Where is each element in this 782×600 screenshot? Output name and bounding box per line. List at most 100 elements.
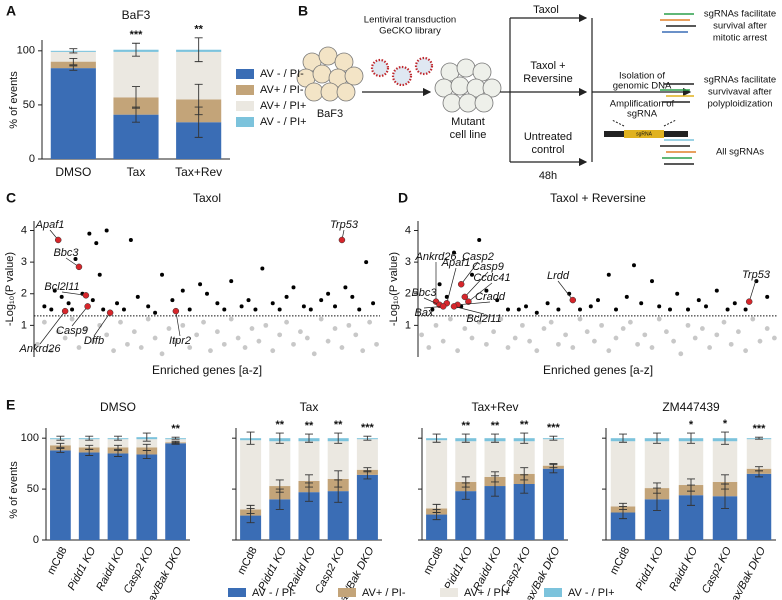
- data-point: [469, 335, 475, 341]
- error-bar: [56, 435, 65, 441]
- bar-segment: [426, 514, 448, 540]
- data-point: [484, 341, 489, 347]
- bar-segment: [136, 454, 158, 540]
- diagram-label: BaF3: [317, 108, 343, 120]
- error-bar: [755, 466, 763, 472]
- panel-label: D: [398, 190, 408, 206]
- data-point: [476, 319, 482, 325]
- data-point: [311, 351, 317, 357]
- data-point: [714, 288, 719, 293]
- significance-label: **: [171, 423, 180, 435]
- data-point: [578, 307, 582, 312]
- x-tick-label: Pidd1 KO: [634, 545, 667, 593]
- bar-segment: [50, 68, 96, 159]
- error-bar: [461, 476, 470, 488]
- x-tick-label: Pidd1 KO: [66, 545, 99, 593]
- highlight-point: [569, 296, 577, 304]
- data-point: [649, 345, 655, 350]
- significance-label: *: [689, 419, 694, 431]
- panel-label: E: [6, 397, 15, 413]
- significance-label: **: [276, 419, 285, 431]
- data-point: [194, 332, 200, 338]
- data-point: [55, 329, 61, 335]
- subplot-title: Tax: [300, 400, 319, 414]
- data-point: [577, 316, 583, 322]
- data-point: [333, 304, 338, 309]
- gene-label: Dffb: [84, 335, 104, 347]
- chart-title: Taxol: [193, 191, 221, 205]
- gene-label: Ankrd26: [19, 343, 62, 355]
- diagram-label: genomic DNA: [613, 81, 672, 92]
- error-bar: [56, 447, 65, 453]
- data-point: [548, 319, 554, 325]
- error-bar: [56, 442, 65, 448]
- legend-swatch: [228, 588, 246, 597]
- bar-segment: [78, 452, 100, 540]
- data-point: [170, 298, 175, 303]
- highlight-point: [172, 307, 180, 315]
- data-point: [556, 341, 561, 347]
- data-point: [707, 345, 712, 350]
- bar-segment: [513, 484, 535, 540]
- baf3-cells: [296, 46, 364, 102]
- panel-label: A: [6, 3, 16, 19]
- data-point: [128, 237, 133, 242]
- diagram-label: Taxol: [533, 4, 559, 16]
- data-point: [145, 316, 151, 322]
- data-point: [477, 237, 482, 242]
- data-point: [101, 307, 106, 312]
- bar-segment: [50, 439, 71, 446]
- data-point: [596, 298, 600, 303]
- label-leader: [460, 261, 479, 285]
- data-point: [650, 279, 654, 284]
- data-point: [632, 263, 636, 268]
- error-bar: [114, 444, 122, 450]
- y-tick-label: 3: [21, 256, 27, 268]
- data-point: [277, 307, 282, 312]
- data-point: [115, 301, 120, 306]
- diagram-label: Mutant: [451, 116, 485, 128]
- treatment-lines: [500, 13, 692, 167]
- outcome-label: polyploidization: [708, 99, 773, 110]
- data-point: [592, 338, 597, 344]
- data-point: [444, 294, 449, 299]
- data-point: [367, 319, 373, 325]
- bar-segment: [50, 450, 71, 540]
- data-point: [42, 304, 47, 309]
- x-tick-label: Raidd KO: [94, 545, 127, 593]
- diagram-label: sgRNA: [636, 131, 653, 137]
- data-point: [228, 316, 234, 322]
- error-bar: [171, 440, 180, 444]
- gene-label: Bax: [415, 307, 434, 319]
- significance-label: ***: [547, 422, 561, 434]
- error-bar: [114, 435, 122, 441]
- data-point: [686, 307, 690, 312]
- significance-label: **: [462, 420, 471, 432]
- error-bar: [687, 478, 695, 492]
- bar-segment: [269, 441, 291, 487]
- error-bar: [721, 431, 729, 445]
- data-point: [83, 326, 89, 331]
- y-tick-label: 4: [21, 224, 27, 236]
- highlight-point: [106, 309, 114, 316]
- data-point: [180, 288, 185, 293]
- gene-label: Lrdd: [547, 270, 570, 282]
- panel-label: B: [298, 3, 308, 19]
- data-point: [743, 307, 748, 312]
- data-point: [318, 316, 324, 322]
- data-point: [685, 322, 691, 328]
- error-bar: [520, 432, 529, 444]
- data-point: [291, 341, 296, 347]
- error-bar: [619, 433, 627, 443]
- y-tick-label: 2: [21, 288, 27, 300]
- error-bar: [491, 433, 499, 443]
- significance-label: **: [491, 420, 500, 432]
- bar-segment: [50, 51, 96, 62]
- data-point: [304, 335, 310, 341]
- data-point: [131, 329, 137, 335]
- error-bar: [619, 502, 627, 510]
- highlight-point: [82, 292, 90, 299]
- data-point: [452, 250, 456, 255]
- data-point: [325, 338, 331, 344]
- data-point: [545, 301, 550, 306]
